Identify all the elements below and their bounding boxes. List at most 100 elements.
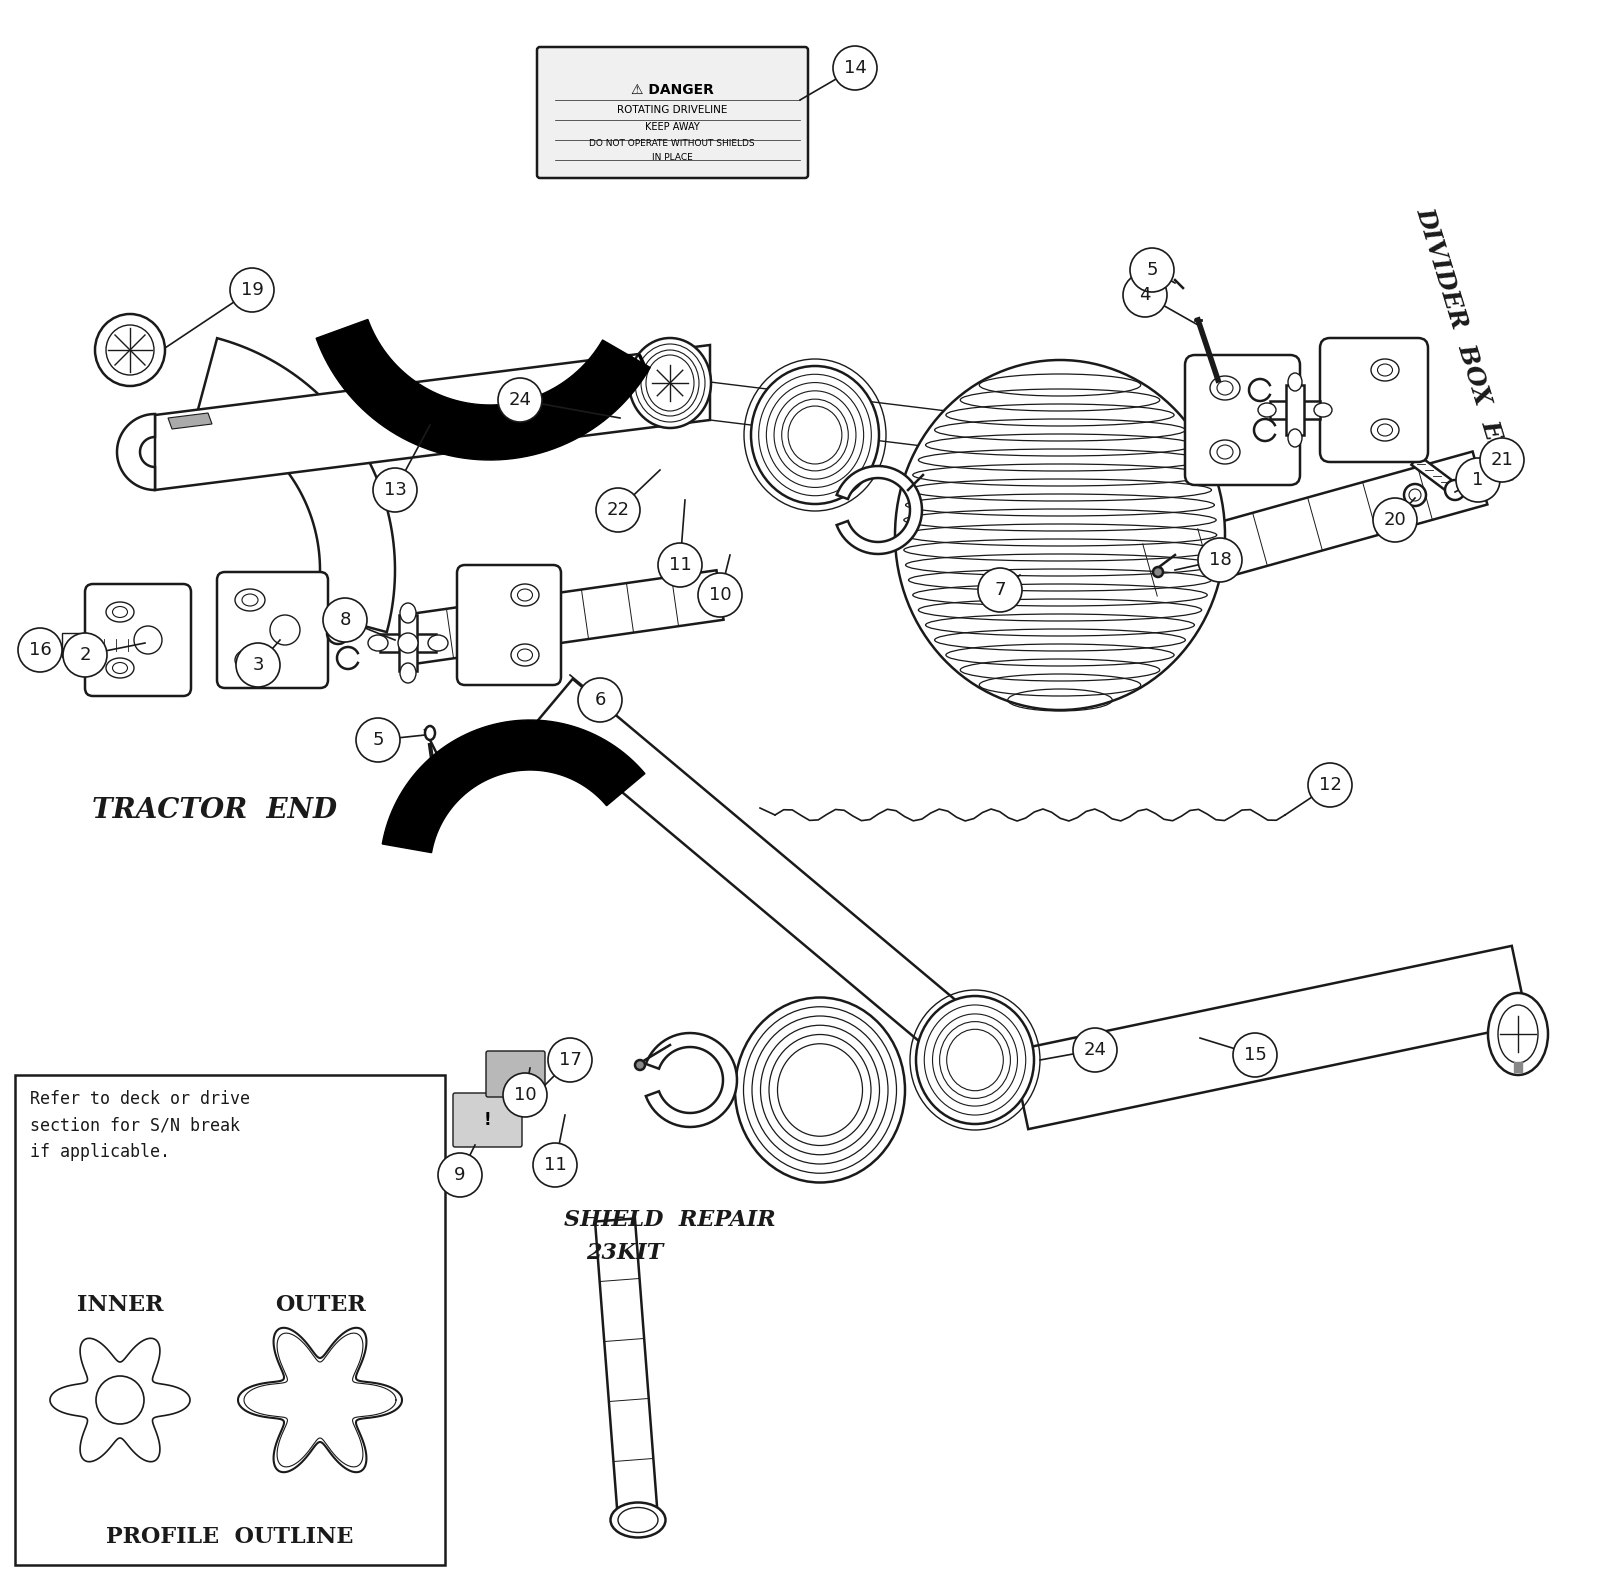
Text: !: ! [483,1111,491,1129]
Circle shape [230,268,274,312]
Polygon shape [1270,401,1320,418]
Circle shape [547,1038,592,1083]
Text: ⚠ DANGER: ⚠ DANGER [630,82,714,97]
Circle shape [323,598,366,642]
Text: 23KIT: 23KIT [586,1243,664,1263]
Text: 3: 3 [253,656,264,674]
Text: TRACTOR  END: TRACTOR END [93,797,338,824]
Polygon shape [1286,385,1304,434]
Text: 19: 19 [240,281,264,300]
Polygon shape [168,414,211,430]
Ellipse shape [510,583,539,605]
Ellipse shape [1378,365,1392,376]
Circle shape [498,377,542,422]
Text: KEEP AWAY: KEEP AWAY [645,122,699,132]
Text: 1: 1 [1472,471,1483,490]
Polygon shape [238,1328,402,1472]
Ellipse shape [1371,358,1398,380]
Ellipse shape [368,636,387,651]
Circle shape [1456,458,1501,502]
Circle shape [978,567,1022,612]
Text: ROTATING DRIVELINE: ROTATING DRIVELINE [618,105,726,116]
Ellipse shape [1461,466,1478,483]
Ellipse shape [629,338,710,428]
Ellipse shape [106,325,154,376]
Text: DIVIDER  BOX  END: DIVIDER BOX END [1411,204,1518,485]
Ellipse shape [1498,1005,1538,1064]
Polygon shape [538,678,1038,1111]
Text: 15: 15 [1243,1046,1267,1064]
Ellipse shape [1371,418,1398,441]
Circle shape [1234,1033,1277,1076]
Polygon shape [381,634,435,651]
FancyBboxPatch shape [1320,338,1429,461]
Text: 16: 16 [29,640,51,659]
Ellipse shape [1288,430,1302,447]
Ellipse shape [106,658,134,678]
Text: 12: 12 [1318,777,1341,794]
Ellipse shape [611,1503,666,1537]
Ellipse shape [242,655,258,666]
Text: 24: 24 [509,391,531,409]
Polygon shape [1142,452,1488,596]
Polygon shape [80,639,93,651]
Ellipse shape [1258,403,1277,417]
Ellipse shape [1210,376,1240,399]
FancyBboxPatch shape [538,48,808,178]
FancyBboxPatch shape [85,583,190,696]
Ellipse shape [235,648,266,670]
Ellipse shape [1154,567,1163,577]
FancyBboxPatch shape [14,1075,445,1564]
Polygon shape [50,1338,190,1461]
Text: 20: 20 [1384,510,1406,529]
Text: 17: 17 [558,1051,581,1068]
Ellipse shape [426,726,435,740]
Text: IN PLACE: IN PLACE [651,154,693,163]
Circle shape [533,1143,578,1187]
Circle shape [355,718,400,762]
FancyBboxPatch shape [453,1094,522,1148]
FancyBboxPatch shape [218,572,328,688]
Circle shape [834,46,877,90]
Circle shape [1130,247,1174,292]
Circle shape [698,574,742,617]
FancyBboxPatch shape [486,1051,546,1097]
Ellipse shape [1218,380,1234,395]
Polygon shape [1411,455,1459,495]
Ellipse shape [400,663,416,683]
Polygon shape [117,414,155,490]
Text: 11: 11 [669,556,691,574]
Circle shape [237,644,280,686]
Ellipse shape [106,602,134,621]
Circle shape [438,1152,482,1197]
Text: 18: 18 [1208,552,1232,569]
Polygon shape [155,346,710,490]
Polygon shape [382,720,645,853]
Text: 14: 14 [843,59,867,78]
Text: INNER: INNER [77,1293,163,1316]
Polygon shape [595,1219,658,1522]
Text: 2: 2 [80,647,91,664]
Text: DO NOT OPERATE WITHOUT SHIELDS: DO NOT OPERATE WITHOUT SHIELDS [589,138,755,147]
Circle shape [658,544,702,586]
Text: 6: 6 [594,691,606,708]
Text: 10: 10 [709,586,731,604]
Polygon shape [646,1033,738,1127]
Ellipse shape [734,997,906,1182]
Ellipse shape [94,314,165,387]
FancyBboxPatch shape [458,564,562,685]
Text: 24: 24 [1083,1041,1107,1059]
Text: 13: 13 [384,480,406,499]
Circle shape [1373,498,1418,542]
Text: 11: 11 [544,1155,566,1174]
Text: 10: 10 [514,1086,536,1105]
FancyBboxPatch shape [62,632,80,658]
Polygon shape [402,571,723,664]
Text: 8: 8 [339,610,350,629]
Ellipse shape [1445,480,1466,499]
Text: PROFILE  OUTLINE: PROFILE OUTLINE [106,1526,354,1549]
Ellipse shape [242,594,258,605]
Text: 21: 21 [1491,452,1514,469]
Ellipse shape [1378,425,1392,436]
Polygon shape [1514,1062,1522,1071]
